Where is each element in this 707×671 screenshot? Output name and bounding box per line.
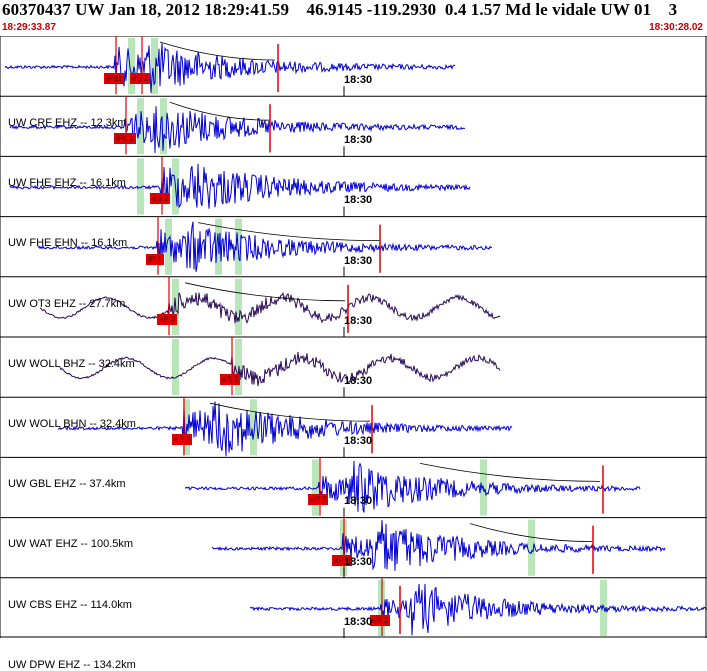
- waveform-trace[interactable]: [59, 351, 501, 387]
- phase-pick-label[interactable]: eP 2: [370, 614, 391, 626]
- waveform-trace[interactable]: [57, 401, 513, 457]
- window-start-time: 18:29:33.87: [2, 22, 56, 33]
- phase-pick-label[interactable]: eP 2: [308, 494, 329, 506]
- time-tick-label: 18:30: [344, 555, 373, 568]
- time-tick-label: 18:30: [344, 495, 373, 508]
- phase-pick-label[interactable]: eS 1: [220, 374, 241, 385]
- coda-decay-curve: [169, 101, 271, 121]
- time-tick-label: 18:30: [344, 254, 373, 267]
- time-tick-label: 18:30: [344, 194, 373, 207]
- channel-label: UW CRF EHZ -- 12.3km: [8, 117, 127, 129]
- coda-decay-curve: [159, 41, 276, 61]
- time-tick-label: 18:30: [344, 615, 373, 628]
- waveform-trace[interactable]: [9, 106, 465, 154]
- channel-label: UW WOLL BHZ -- 32.4km: [8, 357, 135, 370]
- phase-window: [600, 579, 607, 636]
- phase-window: [151, 38, 158, 95]
- phase-window: [128, 38, 135, 95]
- phase-window: [172, 339, 179, 396]
- time-tick-label: 18:30: [344, 375, 373, 387]
- window-end-time: 18:30:28.02: [649, 22, 703, 33]
- time-tick-label: 18:30: [344, 134, 373, 147]
- time-tick-label: 18:30: [344, 314, 373, 327]
- phase-window: [160, 98, 167, 155]
- phase-pick-label[interactable]: eP 2: [157, 313, 178, 325]
- phase-pick-label[interactable]: iP 1: [146, 253, 164, 265]
- channel-label: UW FHE EHN -- 16.1km: [8, 237, 128, 250]
- event-title: 60370437 UW Jan 18, 2012 18:29:41.59 46.…: [2, 0, 678, 19]
- channel-label: UW GBL EHZ -- 37.4km: [8, 478, 126, 491]
- seismogram-canvas[interactable]: [0, 35, 707, 638]
- coda-decay-curve: [469, 523, 593, 542]
- waveform-trace[interactable]: [9, 163, 471, 209]
- coda-decay-curve: [197, 222, 381, 241]
- time-tick-label: 18:30: [344, 74, 373, 86]
- channel-label: UW FHE EHZ -- 16.1km: [8, 177, 126, 190]
- phase-pick-label[interactable]: iPd1: [104, 73, 125, 84]
- channel-label: UW WAT EHZ -- 100.5km: [8, 538, 134, 551]
- waveform-trace[interactable]: [37, 221, 493, 272]
- phase-window: [312, 459, 319, 516]
- phase-pick-label[interactable]: iPc 1: [114, 133, 136, 145]
- waveform-trace[interactable]: [39, 291, 501, 324]
- waveform-trace[interactable]: [211, 520, 666, 571]
- channel-label: UW WOLL BHN -- 32.4km: [8, 418, 136, 430]
- phase-window: [137, 158, 144, 215]
- waveform-trace[interactable]: [249, 583, 707, 636]
- phase-pick-label[interactable]: eP 2: [172, 434, 193, 446]
- coda-decay-curve: [184, 282, 346, 302]
- waveform-trace[interactable]: [184, 460, 641, 513]
- phase-window: [528, 519, 535, 576]
- phase-pick-label[interactable]: eS 2: [150, 193, 171, 205]
- channel-label: UW DPW EHZ -- 134.2km: [8, 658, 136, 671]
- phase-pick-label[interactable]: eS 2: [130, 73, 151, 84]
- channel-label: UW CBS EHZ -- 114.0km: [8, 598, 132, 611]
- coda-decay-curve: [419, 463, 601, 482]
- channel-label: UW OT3 EHZ -- 27.7km: [8, 297, 126, 310]
- time-tick-label: 18:30: [344, 435, 373, 448]
- phase-window: [165, 218, 172, 275]
- event-header: 60370437 UW Jan 18, 2012 18:29:41.59 46.…: [0, 0, 707, 36]
- phase-window: [235, 278, 242, 335]
- phase-window: [250, 399, 257, 456]
- coda-decay-curve: [209, 402, 371, 422]
- waveform-trace[interactable]: [4, 43, 456, 93]
- phase-pick-label[interactable]: eP 2: [332, 554, 353, 566]
- seismogram-panel[interactable]: iPd1 eS 2 18:30 UW CRF EHZ -- 12.3km iPc 1 18…: [0, 35, 707, 671]
